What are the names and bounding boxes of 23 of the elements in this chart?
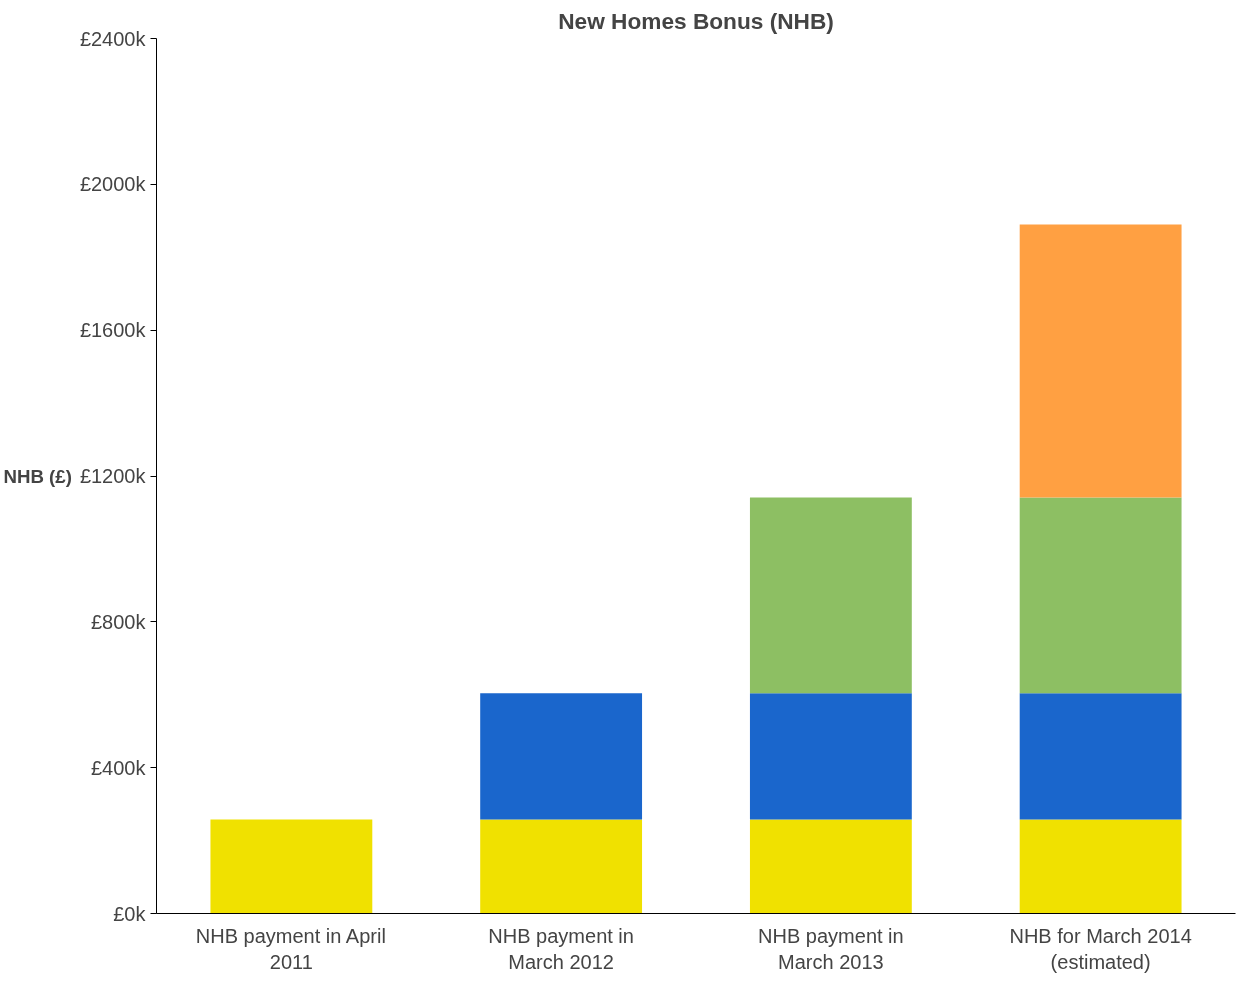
y-axis-title: NHB (£) [3,465,72,487]
bar [1019,224,1182,498]
x-tick-label: NHB for March 2014 (estimated) [1009,924,1192,973]
y-tick-label: £1200k [79,465,147,487]
bar [210,819,373,914]
y-tick-label: £2000k [79,173,147,196]
y-tick-label: £2400k [79,27,147,50]
x-tick-label: NHB payment in March 2013 [758,924,904,973]
bar [480,693,643,820]
bar [1019,497,1182,694]
y-tick-label: £1600k [79,319,147,342]
bar [749,819,912,914]
bar [749,497,912,694]
x-tick-label: NHB payment in March 2012 [488,924,634,973]
y-tick-label: £0k [113,902,147,925]
chart-title: New Homes Bonus (NHB) [558,7,834,34]
bar [749,693,912,820]
y-tick-label: £400k [91,756,147,779]
bar [480,819,643,914]
bar [1019,819,1182,914]
x-tick-label: NHB payment in April 2011 [195,924,386,973]
y-tick-label: £800k [91,610,147,633]
bar [1019,693,1182,820]
